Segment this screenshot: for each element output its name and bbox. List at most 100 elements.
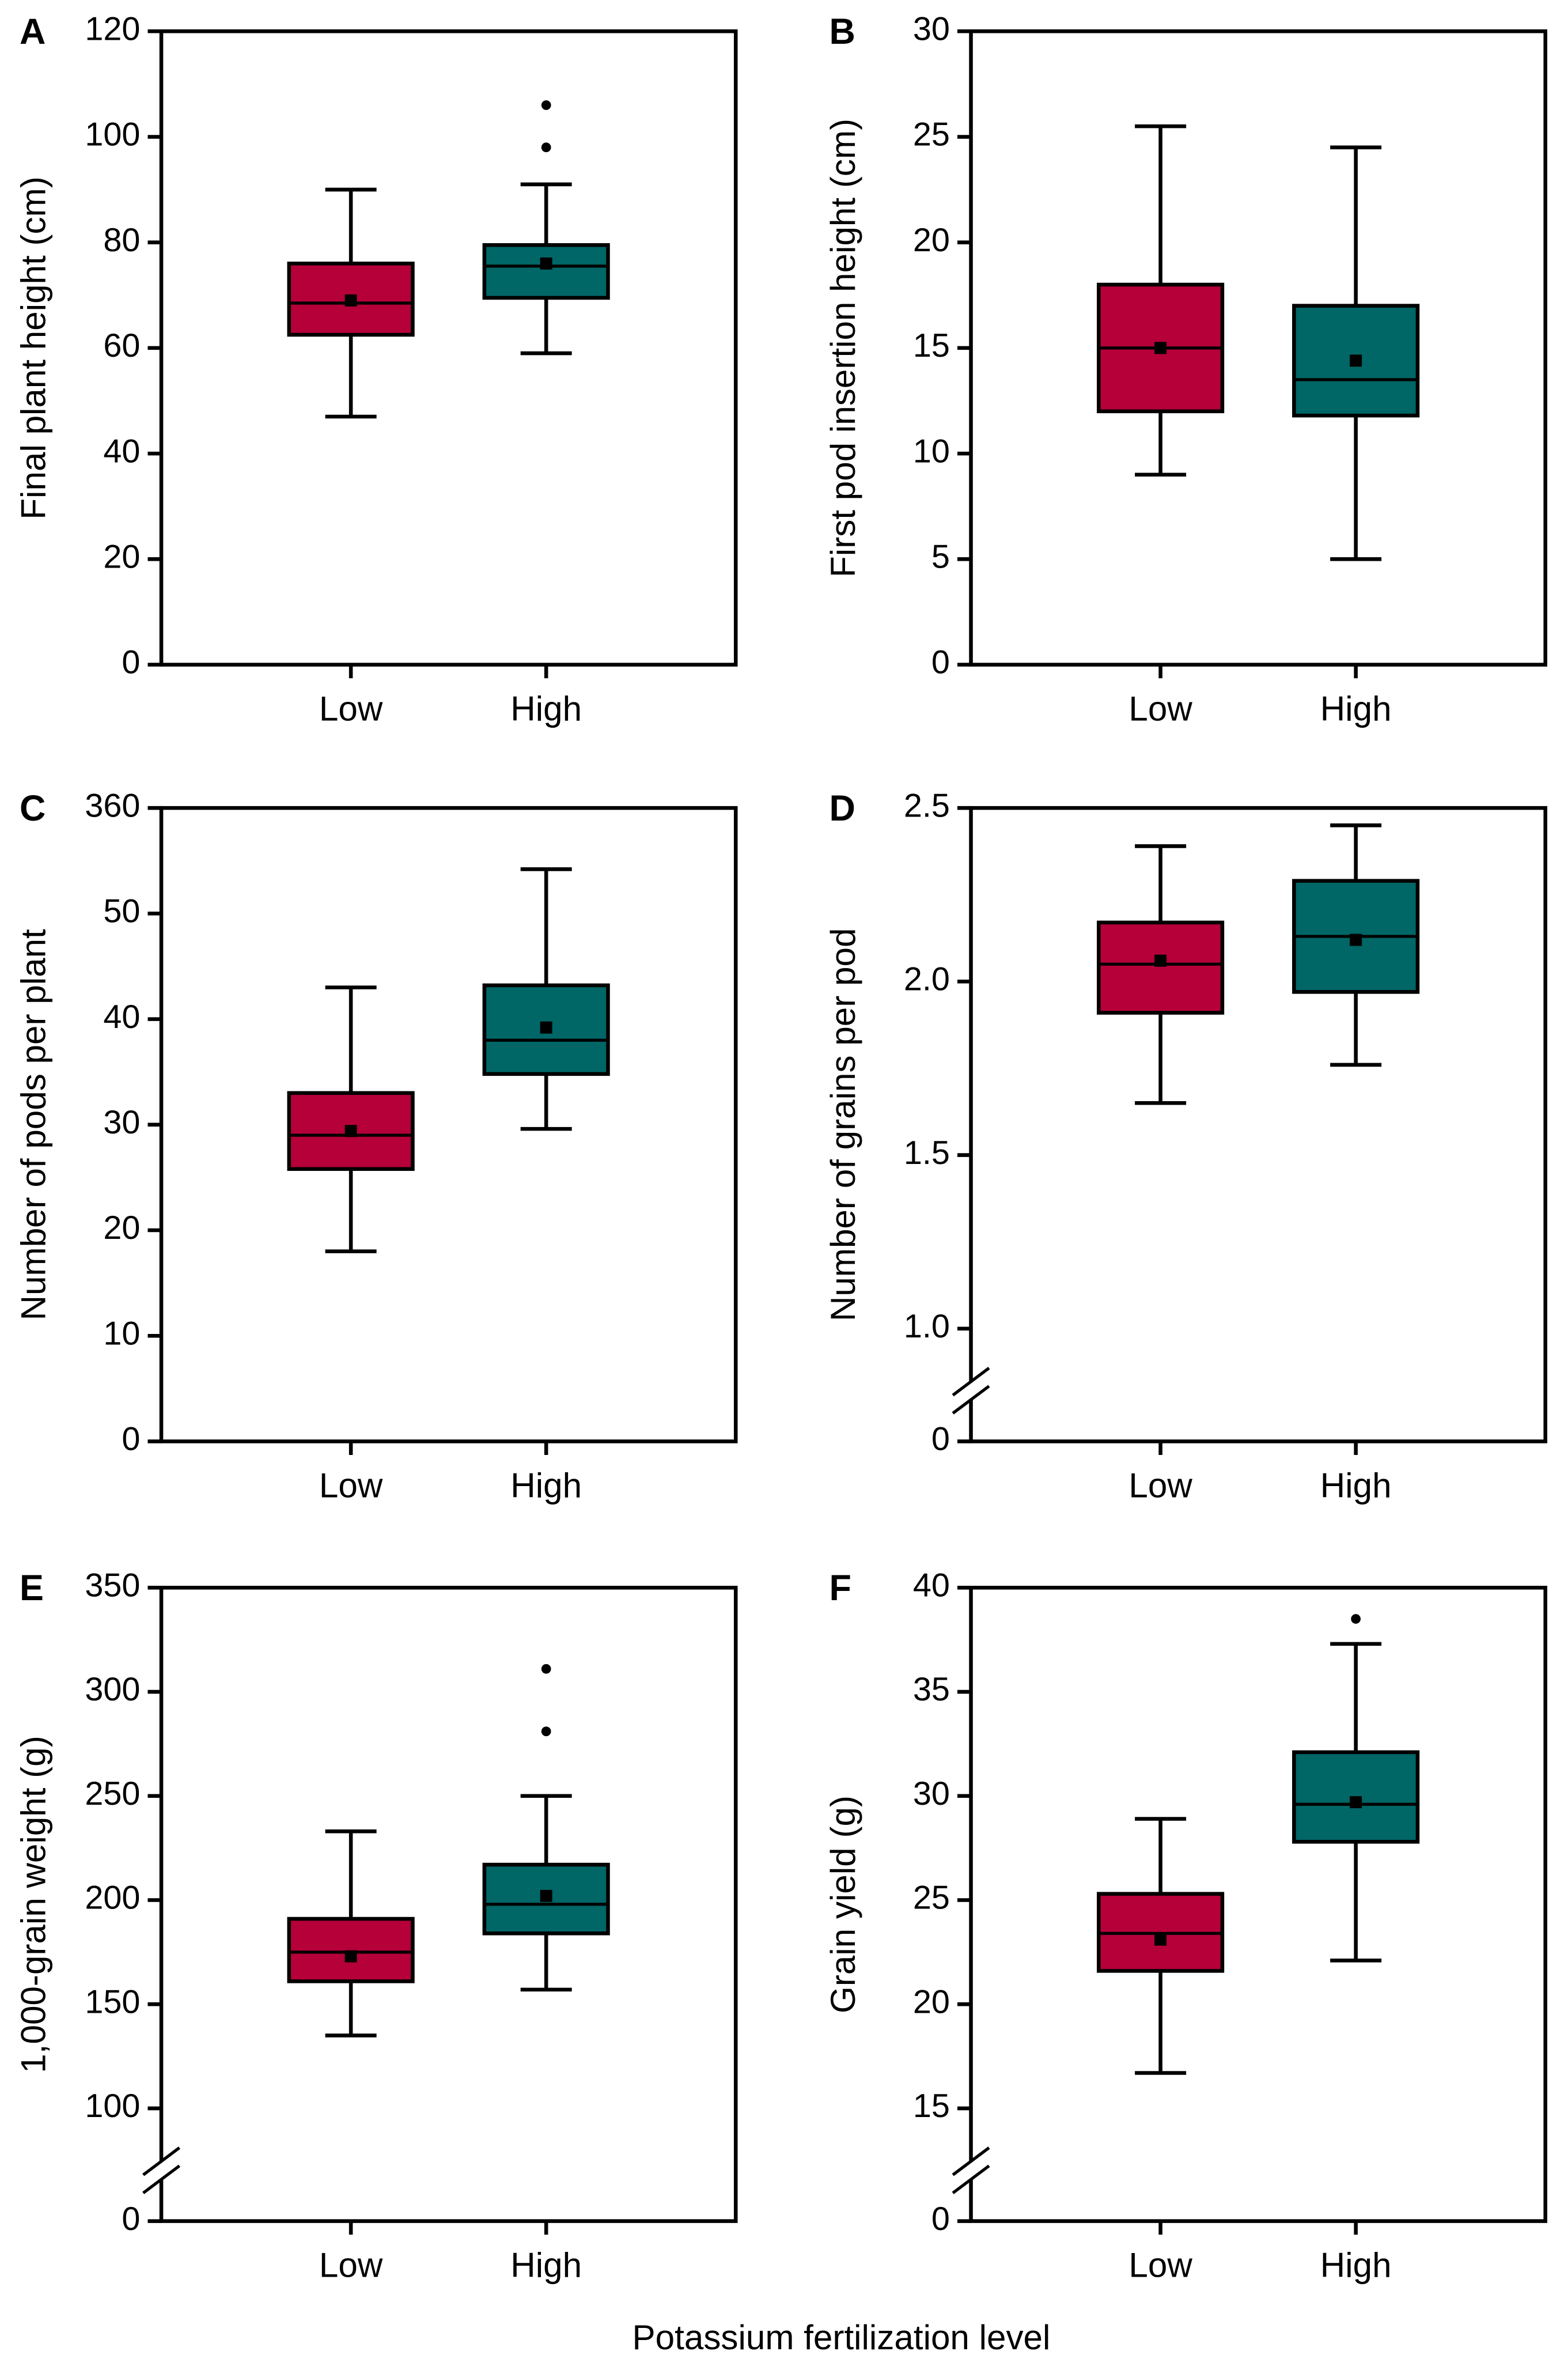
outlier [1351,1614,1361,1624]
y-axis-label: Number of pods per plant [14,929,53,1320]
plot-frame [159,1586,738,2223]
y-axis-label: Number of grains per pod [824,928,862,1322]
panel-letter: A [20,12,46,52]
axis-break-mark [142,2164,181,2194]
y-tick-label: 0 [122,1421,140,1458]
x-tick-label: Low [1128,1466,1192,1505]
plot-frame [159,806,738,1443]
plot-frame [969,806,1548,1443]
y-tick-label: 30 [913,10,950,47]
y-tick-label: 5 [931,539,950,576]
y-tick-label: 250 [85,1775,140,1812]
outlier [541,1664,551,1674]
axis-break-mark [952,1367,990,1397]
y-axis-label: 1,000-grain weight (g) [14,1736,53,2073]
panel-letter: B [830,12,855,52]
mean [540,257,552,270]
axis-break-mark [952,2146,990,2176]
y-tick-label: 20 [103,539,140,576]
y-tick-label: 150 [85,1983,140,2020]
y-tick-label: 30 [103,1104,140,1141]
x-tick-label: High [510,1466,582,1505]
x-tick-label: Low [319,1466,383,1505]
mean [344,1950,357,1963]
y-tick-label: 0 [931,2201,950,2237]
box [482,243,610,300]
y-axis-label: Final plant height (cm) [14,176,53,519]
plot-frame [969,29,1548,667]
y-tick-label: 2.0 [904,961,950,998]
x-axis-label: Potassium fertilization level [632,2318,1051,2357]
y-tick-label: 120 [85,10,140,47]
box [1097,920,1225,1015]
panel: F Grain yield (g) 0 15 20 25 30 35 40 Low High [824,1567,1548,2285]
plot-frame [969,1586,1548,2223]
y-tick-label: 25 [913,1880,950,1917]
mean [1154,954,1167,967]
x-tick-label: High [1320,690,1392,728]
y-tick-label: 300 [85,1671,140,1708]
x-tick-label: High [1320,2246,1392,2285]
outlier [541,142,551,153]
y-tick-label: 20 [913,222,950,259]
y-tick-label: 100 [85,2088,140,2125]
panel: D Number of grains per pod 0 1.0 1.5 2.0 2.5 Lo… [824,787,1548,1505]
y-tick-label: 30 [913,1775,950,1812]
y-tick-label: 25 [913,116,950,153]
y-tick-label: 0 [931,644,950,681]
mean [1350,933,1362,946]
mean [540,1021,552,1034]
y-tick-label: 40 [103,999,140,1035]
y-tick-label: 60 [103,327,140,364]
y-tick-label: 40 [103,433,140,470]
mean [1154,1933,1167,1946]
y-tick-label: 80 [103,222,140,259]
y-tick-label: 100 [85,116,140,153]
panel-letter: E [20,1568,44,1608]
y-axis-label: First pod insertion height (cm) [824,119,862,577]
y-tick-label: 40 [913,1567,950,1604]
panel-letter: C [20,788,46,829]
mean [540,1889,552,1902]
x-tick-label: High [510,690,582,728]
x-tick-label: High [1320,1466,1392,1505]
panel-letter: F [830,1568,851,1608]
y-tick-label: 10 [913,433,950,470]
x-tick-label: Low [319,690,383,728]
y-tick-label: 1.5 [904,1135,950,1171]
x-tick-label: Low [319,2246,383,2285]
axis-break-gap [155,2161,168,2180]
outlier [541,100,551,110]
panel: A Final plant height (cm) 0 20 40 60 80 100 120 L… [14,10,738,728]
axis-break-mark [142,2146,181,2176]
y-tick-label: 20 [103,1209,140,1246]
y-tick-label: 10 [103,1315,140,1352]
axis-break-gap [965,2161,978,2180]
y-tick-label: 200 [85,1880,140,1917]
panel: C Number of pods per plant 0 10 20 30 40 50 360 L… [14,787,738,1505]
y-tick-label: 50 [103,893,140,930]
panel-letter: D [830,788,855,829]
axis-break-mark [952,2164,990,2194]
y-tick-label: 35 [913,1671,950,1708]
y-tick-label: 360 [85,787,140,824]
plot-frame [159,29,738,667]
x-tick-label: Low [1128,2246,1192,2285]
y-tick-label: 20 [913,1983,950,2020]
axis-break-gap [965,1381,978,1400]
y-tick-label: 15 [913,2088,950,2125]
axis-break-mark [952,1385,990,1415]
y-tick-label: 1.0 [904,1308,950,1345]
x-tick-label: Low [1128,690,1192,728]
y-axis-label: Grain yield (g) [824,1796,862,2013]
mean [1350,1796,1362,1809]
panel: B First pod insertion height (cm) 0 5 10 15 20… [824,10,1548,728]
panel: E 1,000-grain weight (g) 0 100 150 200 250 300 3… [14,1567,738,2285]
y-tick-label: 0 [931,1421,950,1458]
y-tick-label: 0 [122,2201,140,2237]
y-tick-label: 15 [913,327,950,364]
box [287,1917,415,1983]
mean [344,1125,357,1137]
